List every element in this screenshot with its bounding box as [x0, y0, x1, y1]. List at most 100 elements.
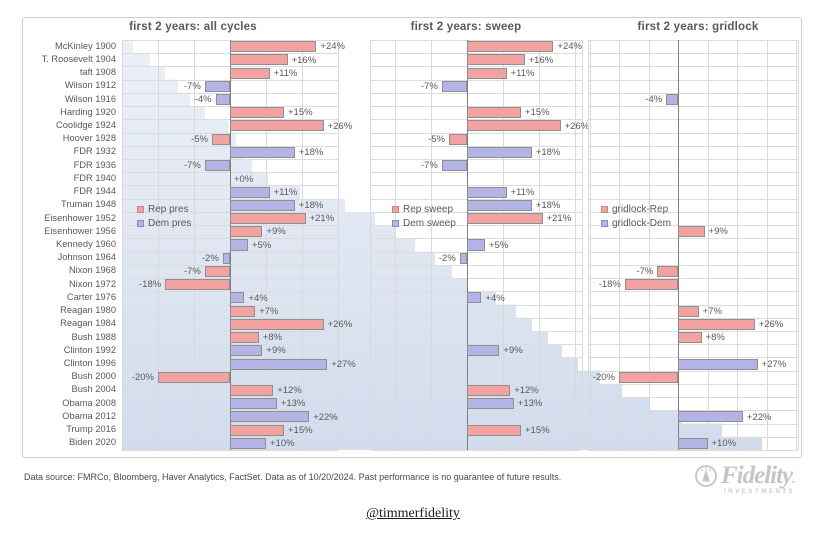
bar-value-label: +26% — [327, 319, 353, 331]
gridline-horizontal — [370, 264, 582, 266]
row-label: Bush 2004 — [71, 384, 116, 395]
bar-value-label: +9% — [503, 345, 523, 357]
legend-label: Dem pres — [148, 217, 192, 229]
row-label: Bush 2000 — [71, 371, 116, 382]
bar-value-label: +7% — [702, 305, 722, 317]
bar-value-label: +27% — [331, 358, 356, 370]
bar-value-label: -7% — [183, 266, 201, 278]
row-label: McKinley 1900 — [55, 40, 116, 51]
bar-value-label: +4% — [248, 292, 268, 304]
bar-value-label: -18% — [139, 279, 162, 291]
row-label: Obama 2012 — [62, 410, 116, 421]
gridline-horizontal — [588, 450, 798, 451]
gridline-vertical — [338, 40, 339, 450]
legend-item: gridlock-Dem — [601, 216, 671, 230]
gridline-horizontal — [370, 211, 582, 213]
bar-value-label: -5% — [191, 133, 208, 145]
gridline-horizontal — [588, 225, 798, 227]
bar-value-label: +12% — [277, 385, 302, 397]
gridline-horizontal — [588, 53, 798, 55]
legend-swatch-rep — [601, 205, 608, 213]
row-label: Trump 2016 — [66, 424, 116, 435]
data-source-disclaimer: Data source: FMRCo, Bloomberg, Haver Ana… — [24, 472, 562, 482]
bar-republican — [449, 133, 467, 145]
gridline-vertical — [266, 40, 267, 450]
bar-value-label: +15% — [525, 424, 550, 436]
row-label: Reagan 1984 — [60, 318, 116, 329]
gridline-horizontal — [588, 198, 798, 200]
gridline-horizontal — [588, 251, 798, 253]
bar-democrat — [230, 292, 245, 304]
gridline-horizontal — [370, 53, 582, 55]
legend-item: Dem sweep — [392, 216, 456, 230]
gridline-horizontal — [370, 344, 582, 346]
gridline-vertical — [575, 40, 576, 450]
bar-republican — [619, 371, 678, 383]
gridline-horizontal — [370, 410, 582, 412]
bar-value-label: +5% — [252, 239, 272, 251]
gridline-horizontal — [588, 291, 798, 293]
gridline-horizontal — [588, 317, 798, 319]
bar-value-label: +18% — [535, 200, 561, 211]
row-label: Wilson 1916 — [64, 93, 116, 104]
bar-republican — [467, 107, 521, 119]
handle-container: @timmerfidelity — [0, 504, 826, 522]
bar-republican — [230, 305, 256, 317]
bar-democrat — [441, 80, 467, 92]
timmerfidelity-link[interactable]: @timmerfidelity — [366, 506, 460, 521]
legend-label: gridlock-Dem — [612, 217, 671, 229]
bar-value-label: -7% — [420, 80, 438, 92]
gridline-horizontal — [370, 436, 582, 438]
gridline-horizontal — [370, 185, 582, 187]
bar-democrat — [666, 94, 678, 106]
gridline-horizontal — [370, 357, 582, 359]
bar-value-label: -20% — [131, 371, 154, 383]
bar-value-label: +9% — [266, 345, 286, 357]
gridline-vertical — [539, 40, 540, 450]
row-label: taft 1908 — [79, 67, 116, 78]
bar-democrat — [678, 411, 743, 423]
gridline-vertical — [302, 40, 303, 450]
row-label: Clinton 1996 — [63, 358, 116, 369]
gridline-horizontal — [370, 423, 582, 425]
legend-item: Rep sweep — [392, 202, 456, 216]
legend-item: Rep pres — [137, 202, 191, 216]
gridline-horizontal — [588, 119, 798, 121]
gridline-vertical — [707, 40, 709, 450]
bar-value-label: +15% — [525, 107, 550, 119]
bar-republican — [230, 213, 306, 225]
legend-swatch-dem — [601, 219, 608, 227]
bar-democrat — [230, 437, 266, 449]
bar-value-label: -4% — [194, 94, 212, 106]
bar-republican — [230, 67, 270, 79]
gridline-horizontal — [370, 225, 582, 227]
row-label: Nixon 1972 — [68, 278, 116, 289]
bar-democrat — [215, 94, 230, 106]
gridline-horizontal — [588, 278, 798, 280]
bar-republican — [467, 54, 525, 66]
bar-democrat — [467, 239, 485, 251]
gridline-horizontal — [370, 145, 582, 147]
bar-republican — [230, 318, 324, 330]
bar-republican — [467, 213, 543, 225]
gridline-horizontal — [588, 238, 798, 240]
gridline-horizontal — [370, 159, 582, 161]
bar-value-label: +15% — [288, 107, 313, 119]
row-label: Wilson 1912 — [64, 80, 116, 91]
bar-republican — [678, 332, 702, 344]
gridline-horizontal — [370, 397, 582, 399]
bar-value-label: +26% — [564, 120, 590, 132]
bar-republican — [467, 120, 561, 132]
bar-value-label: -7% — [183, 80, 201, 92]
row-label: Nixon 1968 — [68, 265, 116, 276]
row-label: FDR 1932 — [73, 146, 116, 157]
bar-republican — [230, 226, 263, 238]
chart-frame — [22, 17, 802, 458]
bar-value-label: +9% — [266, 226, 286, 238]
bar-value-label: +16% — [528, 54, 554, 66]
gridline-horizontal — [370, 278, 582, 280]
bar-democrat — [441, 160, 467, 172]
gridline-horizontal — [370, 198, 582, 200]
bar-democrat — [678, 358, 758, 370]
